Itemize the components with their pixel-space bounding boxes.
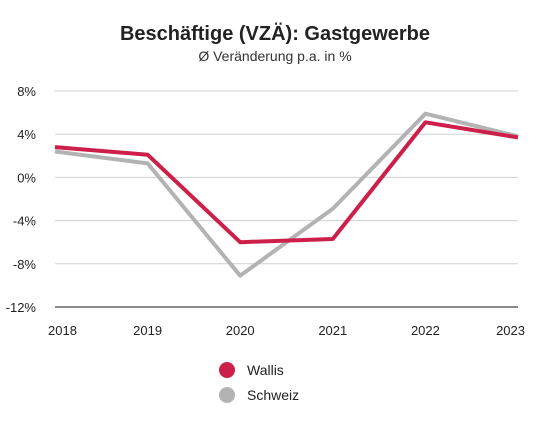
x-tick-label: 2021 [318, 323, 347, 338]
legend-label-wallis: Wallis [247, 362, 284, 378]
chart-subtitle: Ø Veränderung p.a. in % [198, 48, 351, 64]
x-tick-label: 2019 [133, 323, 162, 338]
series-line-schweiz [54, 111, 519, 278]
grid-lines [55, 90, 518, 308]
series-line-wallis [54, 120, 519, 245]
y-tick-label: 4% [17, 127, 36, 142]
x-tick-label: 2018 [48, 323, 77, 338]
y-tick-label: 8% [17, 84, 36, 99]
y-axis-tick-labels: 8% 4% 0% -4% -8% -12% [6, 84, 37, 315]
y-tick-label: -4% [13, 214, 37, 229]
series-lines [54, 111, 519, 278]
y-tick-label: -12% [6, 300, 37, 315]
legend-marker-schweiz [219, 387, 235, 403]
x-tick-label: 2020 [226, 323, 255, 338]
legend-marker-wallis [219, 362, 235, 378]
legend: Wallis Schweiz [219, 362, 299, 403]
x-axis-tick-labels: 2018 2019 2020 2021 2022 2023 [48, 323, 525, 338]
y-tick-label: -8% [13, 257, 37, 272]
legend-label-schweiz: Schweiz [247, 387, 299, 403]
x-tick-label: 2023 [496, 323, 525, 338]
y-tick-label: 0% [17, 170, 36, 185]
x-tick-label: 2022 [411, 323, 440, 338]
chart-title: Beschäftige (VZÄ): Gastgewerbe [120, 22, 430, 45]
